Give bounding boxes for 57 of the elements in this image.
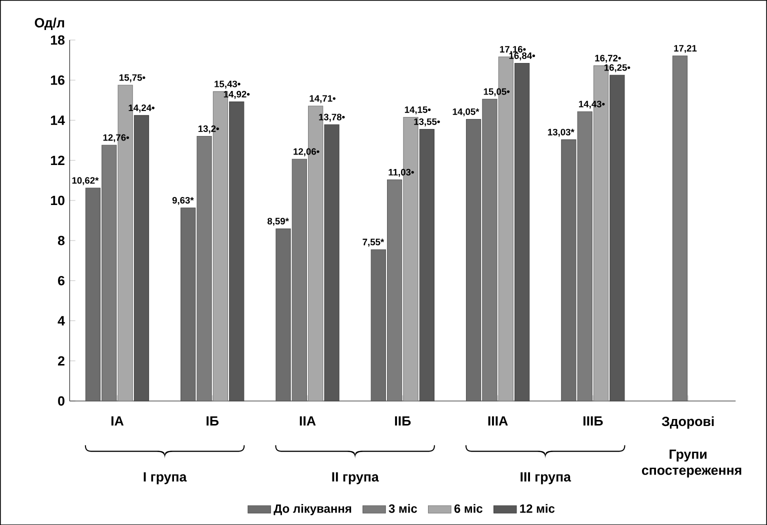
text: II група bbox=[332, 472, 379, 484]
y-tick-label: 12 bbox=[50, 156, 64, 165]
data-label: 13,55• bbox=[414, 118, 440, 126]
x-tick-label: IA bbox=[111, 416, 124, 426]
y-tick-label: 0 bbox=[58, 396, 64, 406]
x-tick-label: IБ bbox=[206, 416, 219, 426]
bar bbox=[324, 124, 340, 402]
text: I група bbox=[144, 472, 187, 484]
data-label: 17,21 bbox=[674, 44, 697, 53]
bar bbox=[229, 101, 244, 402]
data-label: 13,78• bbox=[319, 114, 345, 122]
data-label: 14,92• bbox=[224, 90, 250, 99]
data-label: 14,24• bbox=[128, 104, 154, 112]
data-label: 12,76• bbox=[103, 134, 130, 142]
legend-label: 3 міс bbox=[388, 504, 418, 513]
x-tick-label: IIIA bbox=[488, 416, 508, 426]
data-label: 14,15• bbox=[404, 106, 431, 114]
bar bbox=[610, 74, 625, 402]
data-label: 14,71• bbox=[310, 95, 336, 103]
data-label: 15,75• bbox=[120, 74, 146, 82]
bar bbox=[134, 115, 150, 402]
y-tick-label: 18 bbox=[50, 35, 65, 45]
data-label: 16,84• bbox=[509, 52, 536, 60]
data-label: 12,06• bbox=[294, 148, 320, 156]
y-tick-label: 10 bbox=[50, 196, 64, 206]
legend-label: 6 міс bbox=[454, 504, 482, 513]
bar bbox=[419, 128, 434, 402]
y-tick-label: 14 bbox=[50, 116, 65, 125]
data-label: 10,62* bbox=[72, 177, 99, 185]
x-tick-label: IIA bbox=[300, 416, 316, 426]
data-label: 14,05* bbox=[452, 108, 480, 116]
bar bbox=[514, 62, 530, 402]
y-axis-title: Од/л bbox=[34, 18, 64, 30]
data-label: 11,03• bbox=[388, 168, 414, 177]
x-tick-label: IIБ bbox=[395, 416, 411, 426]
data-label: 7,55* bbox=[362, 238, 384, 247]
y-tick-label: 4 bbox=[58, 316, 65, 326]
data-label: 14,43• bbox=[579, 100, 605, 109]
data-label: 8,59* bbox=[267, 218, 289, 226]
y-tick-label: 8 bbox=[58, 236, 65, 246]
data-label: 17,16• bbox=[500, 46, 526, 54]
data-label: 9,63* bbox=[172, 196, 194, 205]
x-tick-label: IIIБ bbox=[583, 416, 603, 426]
legend-label: 12 міс bbox=[520, 504, 555, 513]
data-label: 16,72• bbox=[595, 54, 621, 63]
data-label: 15,05• bbox=[484, 88, 510, 96]
y-tick-label: 6 bbox=[58, 276, 64, 286]
data-label: 16,25• bbox=[604, 64, 630, 72]
y-tick-label: 16 bbox=[50, 75, 64, 85]
data-label: 13,2• bbox=[198, 125, 219, 134]
y-tick-label: 2 bbox=[58, 356, 64, 366]
legend-label: До лікування bbox=[274, 504, 352, 516]
data-label: 13,03* bbox=[548, 128, 574, 137]
x-tick-label: Здорові bbox=[662, 416, 714, 429]
text: Групи спостереження bbox=[642, 450, 742, 478]
text: III група bbox=[520, 472, 572, 484]
data-label: 15,43• bbox=[214, 80, 240, 89]
